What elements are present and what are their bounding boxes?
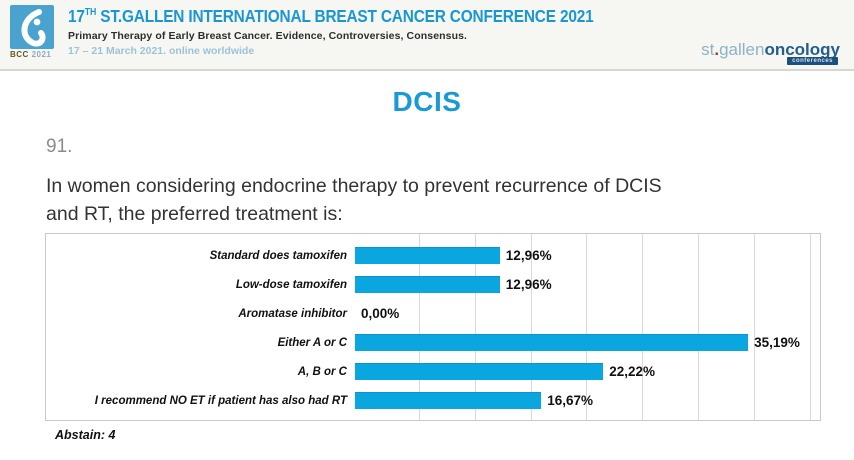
bcc-logo-icon <box>10 5 54 49</box>
breast-swoosh-icon <box>21 9 46 47</box>
row-plot-area: 0,00% <box>355 305 820 322</box>
chart-row: Either A or C 35,19% <box>46 328 820 357</box>
value-bar <box>355 392 542 409</box>
row-plot-area: 12,96% <box>355 276 820 293</box>
row-plot-area: 22,22% <box>355 363 820 380</box>
category-label: Aromatase inhibitor <box>238 307 347 320</box>
category-label: Low-dose tamoxifen <box>235 278 347 291</box>
question-line-2: and RT, the preferred treatment is: <box>46 203 343 225</box>
chart-row: I recommend NO ET if patient has also ha… <box>46 386 820 415</box>
value-bar <box>355 276 500 293</box>
poll-results-chart: Standard does tamoxifen 12,96% Low-dose ta… <box>45 233 821 421</box>
question-line-1: In women considering endocrine therapy t… <box>46 175 662 197</box>
conference-dates: 17 – 21 March 2021. online worldwide <box>68 45 255 57</box>
chart-row: A, B or C 22,22% <box>46 357 820 386</box>
question-text: In women considering endocrine therapy t… <box>46 172 662 228</box>
value-bar <box>355 363 604 380</box>
row-plot-area: 12,96% <box>355 247 820 264</box>
category-label: Either A or C <box>277 336 347 349</box>
conference-header-text: 17TH ST.GALLEN INTERNATIONAL BREAST CANC… <box>68 6 665 57</box>
value-bar <box>355 334 749 351</box>
chart-row: Aromatase inhibitor 0,00% <box>46 299 820 328</box>
conferences-badge: conferences <box>787 57 838 65</box>
bcc-logo: BCC 2021 <box>10 5 58 65</box>
value-bar <box>355 247 500 264</box>
chart-row: Low-dose tamoxifen 12,96% <box>46 270 820 299</box>
value-label: 22,22% <box>609 364 655 379</box>
row-plot-area: 16,67% <box>355 392 820 409</box>
category-label: Standard does tamoxifen <box>209 249 347 262</box>
value-label: 12,96% <box>505 248 552 263</box>
bcc-logo-caption: BCC 2021 <box>10 50 52 59</box>
value-label: 16,67% <box>547 393 593 408</box>
value-label: 0,00% <box>361 306 400 321</box>
chart-rows: Standard does tamoxifen 12,96% Low-dose ta… <box>46 241 820 415</box>
category-label: A, B or C <box>297 365 347 378</box>
value-label: 35,19% <box>754 335 800 350</box>
stgallen-oncology-logo: st.gallenoncology conferences <box>701 40 840 65</box>
page-title: DCIS <box>392 86 462 117</box>
row-plot-area: 35,19% <box>355 334 820 351</box>
abstain-note: Abstain: 4 <box>55 428 116 442</box>
conference-title: 17TH ST.GALLEN INTERNATIONAL BREAST CANC… <box>68 6 594 26</box>
category-label: I recommend NO ET if patient has also ha… <box>94 394 347 407</box>
question-number: 91. <box>46 136 73 157</box>
conference-subtitle: Primary Therapy of Early Breast Cancer. … <box>68 30 468 42</box>
value-label: 12,96% <box>505 277 552 292</box>
conference-header: BCC 2021 17TH ST.GALLEN INTERNATIONAL BR… <box>0 0 854 71</box>
chart-row: Standard does tamoxifen 12,96% <box>46 241 820 270</box>
